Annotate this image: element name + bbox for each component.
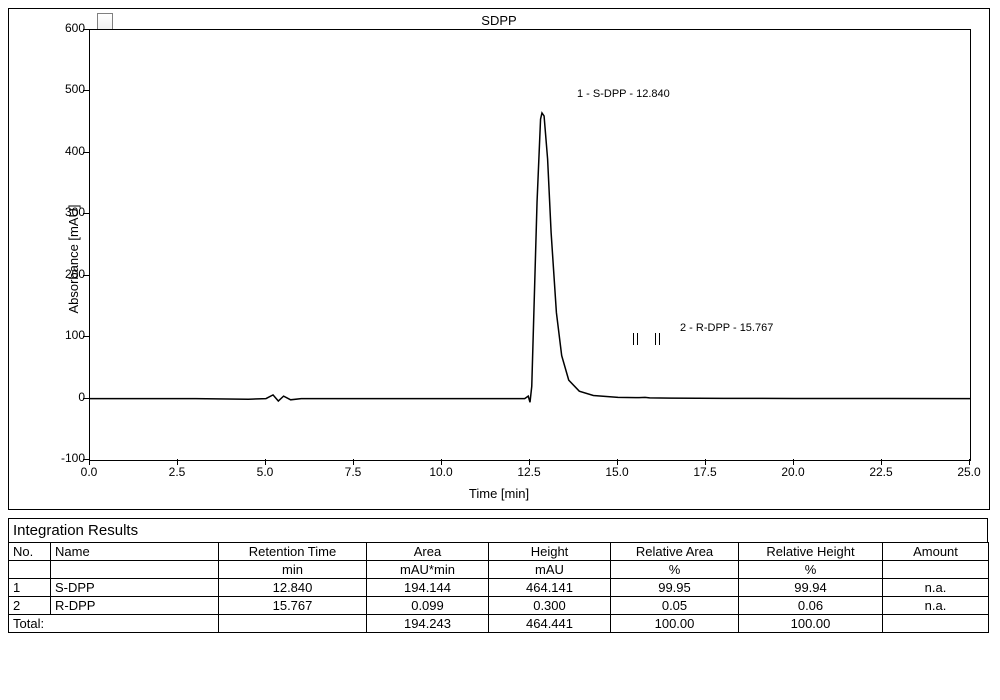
col-header-area: Area xyxy=(367,543,489,561)
y-tick-label: 200 xyxy=(49,267,85,281)
x-tick-mark xyxy=(265,459,266,465)
cell-height: 464.141 xyxy=(489,579,611,597)
y-tick-mark xyxy=(83,398,89,399)
peak-delimiter-mark xyxy=(633,333,638,345)
x-tick-label: 7.5 xyxy=(338,465,368,479)
cell-relheight: 99.94 xyxy=(739,579,883,597)
cell-relarea: 0.05 xyxy=(611,597,739,615)
total-relheight: 100.00 xyxy=(739,615,883,633)
table-header-row: No. Name Retention Time Area Height Rela… xyxy=(9,543,989,561)
y-tick-mark xyxy=(83,152,89,153)
cell-amount: n.a. xyxy=(883,597,989,615)
x-tick-label: 17.5 xyxy=(690,465,720,479)
peak-label: 2 - R-DPP - 15.767 xyxy=(680,322,773,334)
y-tick-label: 600 xyxy=(49,21,85,35)
y-axis-label: Absorbance [mAU] xyxy=(66,204,81,313)
x-tick-label: 10.0 xyxy=(426,465,456,479)
x-tick-label: 0.0 xyxy=(74,465,104,479)
cell-relheight: 0.06 xyxy=(739,597,883,615)
x-tick-mark xyxy=(881,459,882,465)
y-tick-mark xyxy=(83,336,89,337)
x-tick-label: 25.0 xyxy=(954,465,984,479)
unit-rt: min xyxy=(219,561,367,579)
cell-no: 2 xyxy=(9,597,51,615)
col-header-relheight: Relative Height xyxy=(739,543,883,561)
y-tick-label: 300 xyxy=(49,205,85,219)
y-tick-label: 100 xyxy=(49,328,85,342)
x-tick-label: 22.5 xyxy=(866,465,896,479)
peak-label: 1 - S-DPP - 12.840 xyxy=(577,88,670,100)
cell-area: 194.144 xyxy=(367,579,489,597)
col-header-height: Height xyxy=(489,543,611,561)
unit-relarea: % xyxy=(611,561,739,579)
x-tick-mark xyxy=(177,459,178,465)
cell-area: 0.099 xyxy=(367,597,489,615)
peak-delimiter-mark xyxy=(655,333,660,345)
y-tick-label: 500 xyxy=(49,82,85,96)
y-tick-label: 0 xyxy=(49,390,85,404)
table-units-row: min mAU*min mAU % % xyxy=(9,561,989,579)
unit-no xyxy=(9,561,51,579)
cell-name: S-DPP xyxy=(51,579,219,597)
x-tick-mark xyxy=(969,459,970,465)
chromatogram-panel: SDPP Absorbance [mAU] Time [min] 1 - S-D… xyxy=(8,8,990,510)
cell-amount: n.a. xyxy=(883,579,989,597)
table-title: Integration Results xyxy=(8,518,988,542)
integration-results-panel: Integration Results No. Name Retention T… xyxy=(8,518,988,633)
results-table: No. Name Retention Time Area Height Rela… xyxy=(8,542,989,633)
y-tick-label: 400 xyxy=(49,144,85,158)
table-row: 2R-DPP15.7670.0990.3000.050.06n.a. xyxy=(9,597,989,615)
col-header-name: Name xyxy=(51,543,219,561)
x-axis-label: Time [min] xyxy=(469,486,529,501)
unit-area: mAU*min xyxy=(367,561,489,579)
x-tick-label: 15.0 xyxy=(602,465,632,479)
y-tick-mark xyxy=(83,29,89,30)
x-tick-mark xyxy=(441,459,442,465)
col-header-amount: Amount xyxy=(883,543,989,561)
col-header-no: No. xyxy=(9,543,51,561)
x-tick-mark xyxy=(89,459,90,465)
chart-title: SDPP xyxy=(481,13,516,28)
y-tick-mark xyxy=(83,275,89,276)
plot-area: 1 - S-DPP - 12.840 2 - R-DPP - 15.767 xyxy=(89,29,971,461)
x-tick-mark xyxy=(617,459,618,465)
y-tick-mark xyxy=(83,90,89,91)
cell-height: 0.300 xyxy=(489,597,611,615)
x-tick-label: 5.0 xyxy=(250,465,280,479)
total-row: Total: 194.243 464.441 100.00 100.00 xyxy=(9,615,989,633)
x-tick-mark xyxy=(529,459,530,465)
total-amount xyxy=(883,615,989,633)
unit-height: mAU xyxy=(489,561,611,579)
cell-relarea: 99.95 xyxy=(611,579,739,597)
total-label: Total: xyxy=(9,615,219,633)
chromatogram-trace xyxy=(90,30,970,460)
x-tick-mark xyxy=(353,459,354,465)
y-tick-mark xyxy=(83,213,89,214)
total-area: 194.243 xyxy=(367,615,489,633)
x-tick-label: 20.0 xyxy=(778,465,808,479)
unit-name xyxy=(51,561,219,579)
x-tick-label: 2.5 xyxy=(162,465,192,479)
unit-amount xyxy=(883,561,989,579)
y-tick-label: -100 xyxy=(49,451,85,465)
x-tick-label: 12.5 xyxy=(514,465,544,479)
total-rt xyxy=(219,615,367,633)
col-header-rt: Retention Time xyxy=(219,543,367,561)
total-relarea: 100.00 xyxy=(611,615,739,633)
total-height: 464.441 xyxy=(489,615,611,633)
cell-rt: 12.840 xyxy=(219,579,367,597)
x-tick-mark xyxy=(705,459,706,465)
col-header-relarea: Relative Area xyxy=(611,543,739,561)
cell-rt: 15.767 xyxy=(219,597,367,615)
cell-no: 1 xyxy=(9,579,51,597)
table-row: 1S-DPP12.840194.144464.14199.9599.94n.a. xyxy=(9,579,989,597)
x-tick-mark xyxy=(793,459,794,465)
unit-relheight: % xyxy=(739,561,883,579)
cell-name: R-DPP xyxy=(51,597,219,615)
